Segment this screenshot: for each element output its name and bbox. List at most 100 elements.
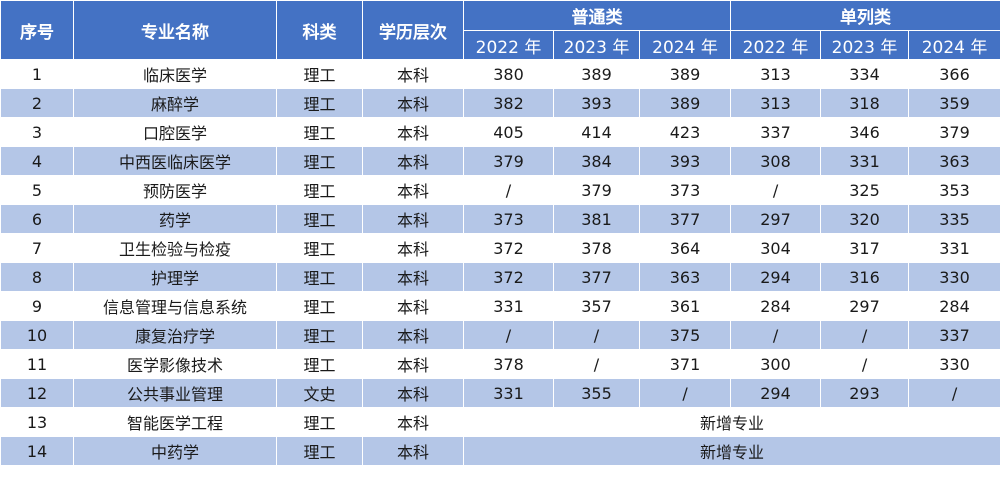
table-row: 7 卫生检验与检疫 理工 本科 372 378 364 304 317 331 [0,233,1000,263]
row-major: 口腔医学 [73,117,277,147]
row-level: 本科 [362,117,464,147]
table-row: 14 中药学 理工 本科 新增专业 [0,436,1000,466]
row-score: 331 [820,146,910,176]
row-score: 405 [463,117,554,147]
row-score: 304 [730,233,822,263]
table-row: 5 预防医学 理工 本科/379 373/325 353 [0,175,1000,205]
row-score: 320 [820,204,910,234]
row-major: 卫生检验与检疫 [73,233,277,263]
table-row: 4 中西医临床医学 理工 本科 379 384 393 308 331 363 [0,146,1000,176]
row-level: 本科 [362,349,464,379]
row-score: 363 [638,262,732,292]
row-seq: 11 [0,349,74,379]
row-score: 379 [463,146,554,176]
row-category: 理工 [276,291,363,321]
row-score: 330 [908,349,1000,379]
row-score: / [463,175,554,205]
row-score: 331 [463,378,554,408]
row-seq: 12 [0,378,74,408]
row-score: 380 [463,59,554,89]
header-year: 2022 年 [463,30,554,60]
row-level: 本科 [362,407,464,437]
row-score: 284 [908,291,1000,321]
row-major: 药学 [73,204,277,234]
row-category: 理工 [276,117,363,147]
row-score: 364 [638,233,732,263]
row-category: 理工 [276,233,363,263]
row-score: 331 [463,291,554,321]
row-score: 300 [730,349,822,379]
header-seq: 序号 [0,0,74,60]
row-score: / [638,378,732,408]
row-major: 医学影像技术 [73,349,277,379]
row-seq: 13 [0,407,74,437]
row-category: 理工 [276,59,363,89]
row-score: / [553,349,640,379]
row-score: 379 [553,175,640,205]
row-score: 378 [553,233,640,263]
row-category: 理工 [276,204,363,234]
row-seq: 1 [0,59,74,89]
row-level: 本科 [362,204,464,234]
table-row: 11 医学影像技术 理工 本科 378/371 300/330 [0,349,1000,379]
row-level: 本科 [362,175,464,205]
row-score: 393 [638,146,732,176]
row-category: 理工 [276,146,363,176]
row-category: 理工 [276,349,363,379]
row-level: 本科 [362,262,464,292]
row-category: 理工 [276,88,363,118]
row-score: 372 [463,262,554,292]
row-seq: 10 [0,320,74,350]
table-row: 8 护理学 理工 本科 372 377 363 294 316 330 [0,262,1000,292]
table-row: 12 公共事业管理 文史 本科 331 355/294 293/ [0,378,1000,408]
row-score: 363 [908,146,1000,176]
row-score: 372 [463,233,554,263]
row-score: 373 [463,204,554,234]
row-major: 护理学 [73,262,277,292]
row-seq: 2 [0,88,74,118]
row-seq: 7 [0,233,74,263]
row-score: 353 [908,175,1000,205]
row-score: 297 [820,291,910,321]
header-year: 2023 年 [553,30,640,60]
row-score: 331 [908,233,1000,263]
row-seq: 9 [0,291,74,321]
row-major: 公共事业管理 [73,378,277,408]
row-score: / [553,320,640,350]
header-major: 专业名称 [73,0,277,60]
row-score: 335 [908,204,1000,234]
row-major: 康复治疗学 [73,320,277,350]
table-row: 1 临床医学 理工 本科 380 389 389 313 334 366 [0,59,1000,89]
row-score: 297 [730,204,822,234]
row-major: 信息管理与信息系统 [73,291,277,321]
row-major: 中西医临床医学 [73,146,277,176]
table-body: 1 临床医学 理工 本科 380 389 389 313 334 366 2 麻醉学 理工 本科 382 39… [0,59,1000,466]
row-new-major-note: 新增专业 [462,407,1000,437]
row-score: 330 [908,262,1000,292]
row-score: 366 [908,59,1000,89]
row-major: 预防医学 [73,175,277,205]
row-score: 317 [820,233,910,263]
row-score: 294 [730,262,822,292]
row-score: 384 [553,146,640,176]
row-score: / [908,378,1000,408]
row-seq: 6 [0,204,74,234]
header-group-regular: 普通类 [462,0,732,31]
row-score: 389 [638,59,732,89]
row-score: 357 [553,291,640,321]
row-score: 337 [730,117,822,147]
row-score: 284 [730,291,822,321]
row-score: 379 [908,117,1000,147]
row-score: 361 [638,291,732,321]
row-seq: 4 [0,146,74,176]
table-row: 2 麻醉学 理工 本科 382 393 389 313 318 359 [0,88,1000,118]
row-score: 294 [730,378,822,408]
row-score: 389 [638,88,732,118]
row-level: 本科 [362,146,464,176]
row-major: 中药学 [73,436,277,466]
row-category: 理工 [276,436,363,466]
admission-score-table: 序号 专业名称 科类 学历层次 普通类 单列类 2022 年 2023 年 20… [0,0,1000,466]
header-year: 2024 年 [908,30,1000,60]
row-level: 本科 [362,436,464,466]
row-score: 293 [820,378,910,408]
